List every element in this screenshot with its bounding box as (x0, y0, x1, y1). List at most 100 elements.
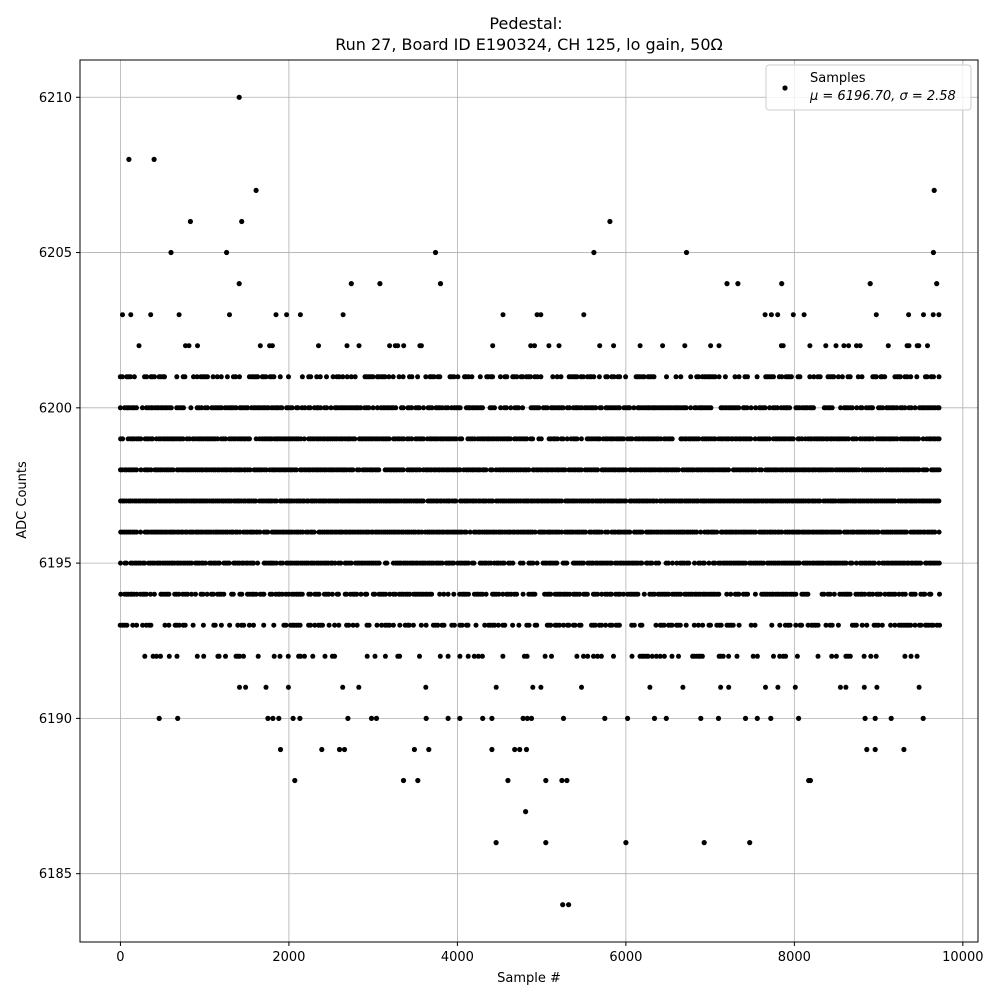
sample-point (712, 374, 718, 380)
x-tick-label: 0 (116, 950, 124, 965)
sample-point (530, 560, 536, 566)
sample-point (148, 312, 154, 318)
sample-point (417, 467, 423, 473)
sample-point (356, 684, 362, 690)
sample-point (320, 622, 325, 628)
sample-point (194, 653, 200, 659)
outlier-point (168, 249, 174, 256)
sample-point (807, 343, 813, 349)
sample-point (556, 343, 562, 349)
sample-point (744, 405, 750, 411)
sample-point (455, 374, 461, 380)
sample-point (127, 374, 133, 380)
sample-point (775, 684, 781, 690)
sample-point (247, 467, 253, 473)
sample-point (293, 467, 299, 473)
sample-point (420, 498, 426, 504)
sample-point (805, 591, 811, 597)
sample-point (849, 405, 855, 411)
sample-point (514, 374, 520, 380)
sample-point (794, 653, 800, 659)
sample-point (595, 591, 601, 597)
sample-point (892, 591, 898, 597)
sample-point (261, 591, 267, 597)
sample-point (514, 591, 520, 597)
sample-point (676, 653, 681, 659)
sample-point (501, 560, 507, 566)
sample-point (465, 653, 471, 659)
sample-point (311, 529, 317, 535)
sample-point (767, 405, 773, 411)
sample-point (700, 622, 706, 628)
sample-point (653, 622, 659, 628)
sample-point (649, 653, 655, 659)
sample-point (930, 622, 936, 628)
sample-point (166, 653, 172, 659)
outlier-point (559, 777, 565, 784)
sample-point (698, 529, 704, 535)
outlier-point (270, 715, 276, 722)
outlier-point (543, 840, 549, 846)
sample-point (214, 374, 220, 380)
sample-point (431, 374, 437, 380)
sample-point (372, 591, 378, 597)
sample-point (862, 591, 868, 597)
outlier-point (432, 249, 439, 256)
sample-point (726, 684, 732, 690)
sample-point (847, 591, 853, 597)
sample-point (235, 622, 241, 628)
sample-point (922, 591, 928, 597)
sample-point (647, 684, 653, 690)
sample-point (720, 653, 726, 659)
sample-point (669, 622, 675, 628)
sample-point (726, 653, 732, 659)
sample-point (936, 436, 942, 442)
sample-point (605, 529, 611, 535)
sample-point (796, 560, 802, 566)
outlier-point (290, 715, 296, 722)
sample-point (692, 560, 697, 566)
sample-point (761, 560, 766, 566)
sample-point (609, 622, 615, 628)
sample-point (483, 591, 489, 597)
outlier-point (566, 902, 572, 908)
sample-point (205, 374, 210, 380)
sample-point (843, 684, 849, 690)
sample-point (580, 374, 586, 380)
sample-point (151, 591, 157, 597)
outlier-point (276, 715, 282, 722)
sample-point (916, 343, 922, 349)
sample-point (346, 622, 352, 628)
sample-point (559, 498, 564, 504)
sample-point (218, 622, 224, 628)
sample-point (158, 653, 163, 659)
sample-point (243, 684, 249, 690)
sample-point (166, 591, 172, 597)
sample-point (480, 405, 485, 411)
outlier-point (872, 715, 878, 722)
sample-point (597, 343, 603, 349)
outlier-point (560, 715, 567, 722)
sample-point (451, 622, 457, 628)
sample-point (219, 405, 225, 411)
outlier-point (415, 777, 421, 784)
sample-point (441, 591, 447, 597)
sample-point (245, 405, 251, 411)
sample-point (591, 653, 596, 659)
sample-point (608, 591, 614, 597)
sample-point (166, 622, 172, 628)
sample-point (364, 591, 370, 597)
sample-point (918, 560, 924, 566)
sample-point (348, 560, 354, 566)
sample-point (316, 591, 322, 597)
outlier-point (512, 746, 518, 753)
sample-point (528, 343, 534, 349)
sample-point (560, 405, 566, 411)
sample-point (554, 374, 560, 380)
outlier-point (373, 715, 380, 722)
sample-point (536, 405, 542, 411)
sample-point (307, 405, 313, 411)
sample-point (779, 529, 785, 535)
sample-point (617, 374, 623, 380)
sample-point (937, 591, 942, 597)
